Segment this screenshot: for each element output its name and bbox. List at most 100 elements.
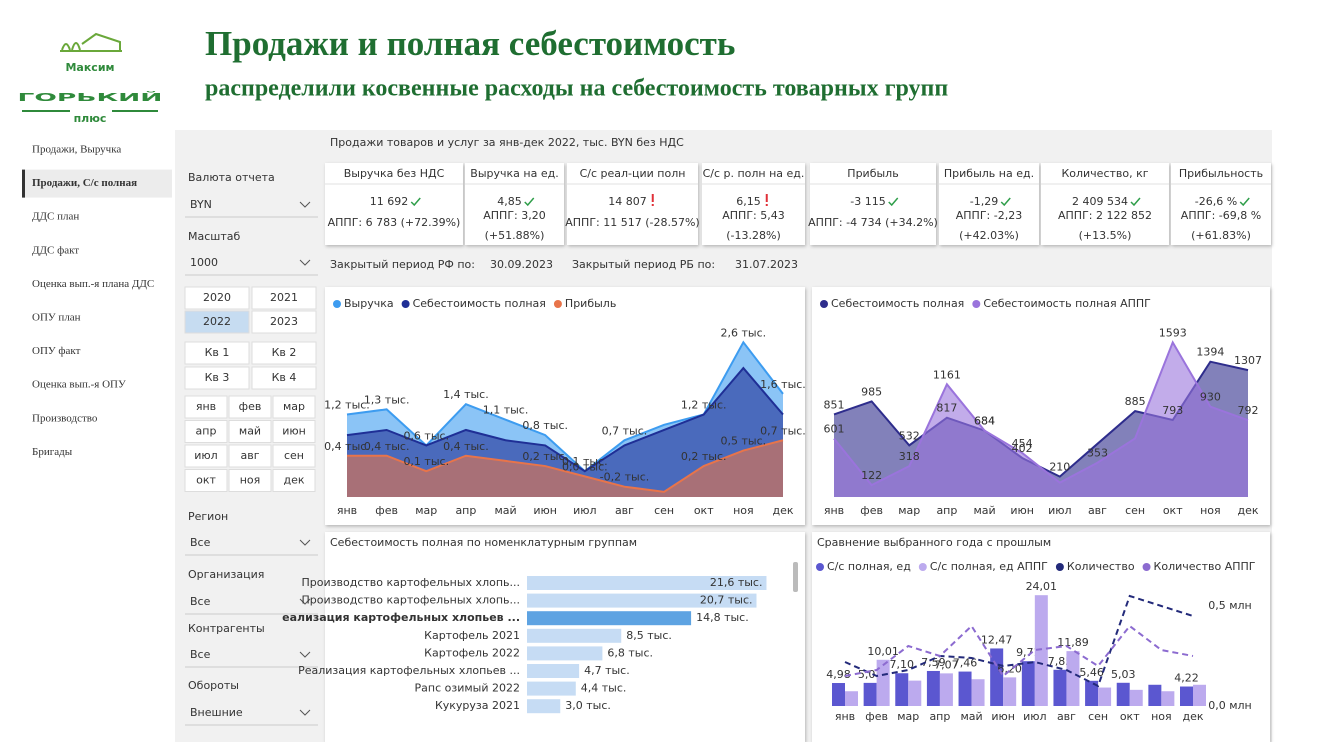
kpi-value: -26,6 % — [1195, 195, 1237, 208]
x-tick-label: май — [494, 504, 516, 517]
bar — [832, 683, 845, 706]
filter-button[interactable] — [272, 395, 316, 419]
legend-marker — [401, 300, 410, 308]
filter-button[interactable] — [272, 469, 316, 492]
filter-button-label[interactable]: Кв 2 — [272, 346, 297, 359]
filter-button-label[interactable]: Кв 4 — [272, 371, 297, 384]
filter-button-label[interactable]: мар — [283, 400, 305, 413]
filter-button-label[interactable]: сен — [284, 449, 304, 462]
data-label: 792 — [1238, 404, 1259, 417]
series-line — [844, 594, 1194, 688]
filter-button[interactable] — [184, 420, 228, 443]
kpi-title: Выручка без НДС — [344, 167, 445, 180]
y-tick-label: Реализация картофельных хлопьев ... — [298, 664, 520, 677]
nav-item[interactable]: ДДС план — [32, 211, 79, 223]
data-label: 1394 — [1196, 346, 1224, 359]
filter-button-label[interactable]: дек — [283, 474, 304, 487]
nav-item[interactable]: Оценка вып.-я плана ДДС — [32, 278, 154, 290]
data-label: 10,01 — [867, 645, 899, 658]
dropdown-value[interactable]: 1000 — [190, 256, 218, 269]
bar — [1003, 677, 1017, 706]
series-line — [346, 366, 784, 473]
nav-item[interactable]: Производство — [32, 412, 98, 424]
nav-item[interactable]: Продажи, Выручка — [32, 144, 121, 156]
data-label: 0,2 тыс. — [522, 450, 568, 463]
chart-title: Сравнение выбранного года с прошлым — [817, 536, 1051, 549]
filter-button[interactable] — [251, 286, 317, 310]
legend-marker — [333, 300, 341, 308]
filter-button[interactable] — [272, 420, 316, 443]
filter-button-label[interactable]: июл — [194, 449, 217, 462]
bar — [1180, 686, 1193, 706]
filter-button-label[interactable]: 2022 — [203, 315, 231, 328]
dropdown-chevron — [299, 259, 311, 266]
dropdown-value[interactable]: Все — [190, 595, 211, 608]
dropdown-value[interactable]: Внешние — [190, 706, 243, 719]
dropdown-value[interactable]: Все — [190, 648, 211, 661]
kpi-title: Прибыль — [847, 167, 898, 180]
nav-item[interactable]: Бригады — [32, 446, 73, 458]
dropdown-chevron — [299, 598, 311, 605]
dropdown-value[interactable]: Все — [190, 536, 211, 549]
bar — [1098, 687, 1112, 706]
filter-button-label[interactable]: янв — [196, 400, 216, 413]
filter-button[interactable] — [228, 420, 272, 443]
filter-button-label[interactable]: июн — [282, 425, 306, 438]
filter-button[interactable] — [184, 366, 250, 390]
x-tick-label: июл — [573, 504, 596, 517]
x-tick-label: дек — [772, 504, 793, 517]
filter-label: Организация — [188, 568, 264, 581]
filter-button-label[interactable]: Кв 1 — [205, 346, 230, 359]
x-tick-label: ноя — [733, 504, 754, 517]
kpi-check-icon — [1130, 197, 1141, 207]
data-label: 7,07 — [934, 658, 959, 671]
filter-button[interactable] — [228, 444, 272, 468]
kpi-value: 6,15 — [736, 195, 761, 208]
legend-label: Выручка — [344, 297, 394, 310]
filter-button[interactable] — [251, 310, 317, 334]
filter-button-label[interactable]: авг — [240, 449, 259, 462]
filter-button[interactable] — [228, 469, 272, 492]
filter-button-label[interactable]: 2023 — [270, 315, 298, 328]
filter-button[interactable] — [184, 395, 228, 419]
bar — [1053, 669, 1067, 706]
filter-button-label[interactable]: ноя — [240, 474, 261, 487]
nav-item[interactable]: ОПУ факт — [32, 345, 81, 357]
filter-button-label[interactable]: май — [239, 425, 261, 438]
filter-button[interactable] — [184, 286, 250, 310]
filter-button[interactable] — [184, 444, 228, 468]
bar — [863, 682, 877, 706]
x-tick-label: окт — [1120, 710, 1140, 723]
data-label: 1,2 тыс. — [681, 399, 727, 412]
x-tick-label: фев — [375, 504, 398, 517]
kpi-note: (+42.03%) — [959, 229, 1019, 242]
filter-button[interactable] — [184, 310, 250, 334]
nav-item[interactable]: ДДС факт — [32, 244, 79, 256]
x-tick-label: янв — [337, 504, 357, 517]
filter-button-label[interactable]: окт — [196, 474, 216, 487]
filter-button[interactable] — [228, 395, 272, 419]
filter-button-label[interactable]: 2020 — [203, 291, 231, 304]
nav-item[interactable]: Продажи, С/с полная — [32, 177, 137, 189]
filter-button-label[interactable]: апр — [196, 425, 217, 438]
filter-button-label[interactable]: 2021 — [270, 291, 298, 304]
data-label: 24,01 — [1026, 580, 1058, 593]
nav-item[interactable]: ОПУ план — [32, 312, 81, 324]
filter-button-label[interactable]: Кв 3 — [205, 371, 230, 384]
period-date: 31.07.2023 — [735, 258, 798, 271]
filter-button[interactable] — [251, 366, 317, 390]
dropdown-value[interactable]: BYN — [190, 198, 212, 211]
filter-button[interactable] — [251, 341, 317, 365]
y2-tick-label: 0,0 млн — [1208, 699, 1252, 712]
filter-button[interactable] — [272, 444, 316, 468]
x-tick-label: мар — [897, 710, 919, 723]
kpi-value: -1,29 — [970, 195, 998, 208]
nav-item[interactable]: Оценка вып.-я ОПУ — [32, 379, 126, 391]
filter-button[interactable] — [184, 341, 250, 365]
kpi-note: АППГ: 6 783 (+72.39%) — [328, 216, 461, 229]
filter-button-label[interactable]: фев — [239, 400, 262, 413]
filter-button[interactable] — [184, 469, 228, 492]
legend-label: Себестоимость полная — [831, 297, 964, 310]
series-area — [347, 440, 783, 497]
x-tick-label: сен — [1125, 504, 1145, 517]
